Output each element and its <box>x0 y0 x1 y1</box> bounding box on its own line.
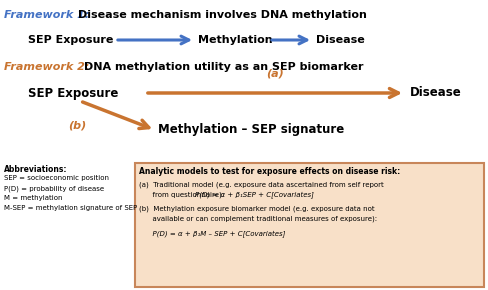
Text: Disease mechanism involves DNA methylation: Disease mechanism involves DNA methylati… <box>78 10 367 20</box>
Text: Framework 2:: Framework 2: <box>4 62 89 72</box>
Text: P(D) = α + β₁M – SEP + C[Covariates]: P(D) = α + β₁M – SEP + C[Covariates] <box>139 230 285 237</box>
Text: (a): (a) <box>266 69 284 79</box>
Text: Disease: Disease <box>316 35 365 45</box>
Text: available or can complement traditional measures of exposure):: available or can complement traditional … <box>139 216 377 222</box>
Text: SEP Exposure: SEP Exposure <box>28 35 113 45</box>
Text: SEP Exposure: SEP Exposure <box>28 86 119 99</box>
Text: from questionnaire):: from questionnaire): <box>139 191 226 197</box>
Text: DNA methylation utility as an SEP biomarker: DNA methylation utility as an SEP biomar… <box>84 62 364 72</box>
Text: Framework 1:: Framework 1: <box>4 10 89 20</box>
Text: P(D) = probability of disease: P(D) = probability of disease <box>4 185 104 191</box>
Text: (a)  Traditional model (e.g. exposure data ascertained from self report: (a) Traditional model (e.g. exposure dat… <box>139 181 384 188</box>
Bar <box>135 163 484 287</box>
Text: P(D) = α + β₁SEP + C[Covariates]: P(D) = α + β₁SEP + C[Covariates] <box>195 191 314 198</box>
Text: Analytic models to test for exposure effects on disease risk:: Analytic models to test for exposure eff… <box>139 167 400 176</box>
Text: (b)  Methylation exposure biomarker model (e.g. exposure data not: (b) Methylation exposure biomarker model… <box>139 206 375 213</box>
Text: Methylation – SEP signature: Methylation – SEP signature <box>158 124 344 137</box>
Text: M-SEP = methylation signature of SEP: M-SEP = methylation signature of SEP <box>4 205 137 211</box>
Text: M = methylation: M = methylation <box>4 195 62 201</box>
Text: SEP = socioeconomic position: SEP = socioeconomic position <box>4 175 109 181</box>
Text: Abbreviations:: Abbreviations: <box>4 165 67 174</box>
Text: Methylation: Methylation <box>198 35 273 45</box>
Text: Disease: Disease <box>410 86 462 99</box>
Text: (b): (b) <box>68 121 86 131</box>
